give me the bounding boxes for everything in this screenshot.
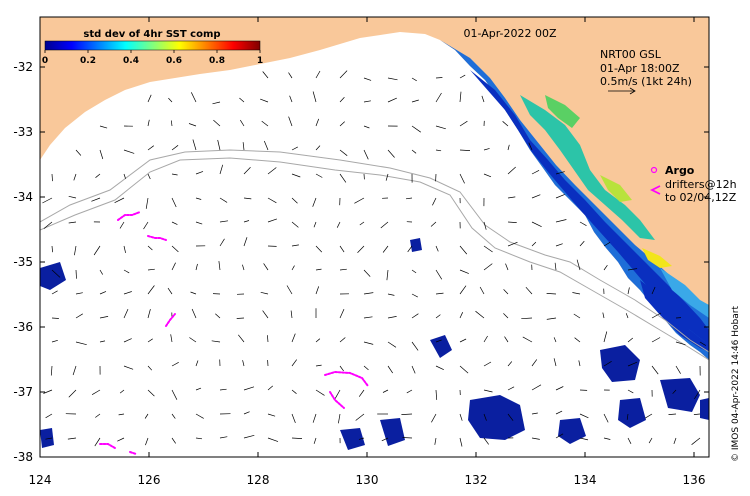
current-vectors — [42, 70, 706, 447]
info-line-2: 01-Apr 18:00Z — [600, 62, 680, 75]
info-block: NRT00 GSL 01-Apr 18:00Z 0.5m/s (1kt 24h) — [600, 48, 692, 95]
contour-200m — [40, 149, 709, 353]
info-line-1: NRT00 GSL — [600, 48, 662, 61]
legend-argo: Argo — [665, 164, 695, 177]
info-line-3: 0.5m/s (1kt 24h) — [600, 75, 692, 88]
x-tick-label: 128 — [247, 473, 270, 487]
y-tick-label: -37 — [13, 385, 33, 399]
land-mass — [40, 17, 709, 360]
date-title: 01-Apr-2022 00Z — [463, 27, 557, 40]
legend-drifters: drifters@12h — [665, 178, 737, 191]
plot-frame — [39, 16, 710, 458]
y-tick-label: -38 — [13, 450, 33, 464]
y-axis: -32 -33 -34 -35 -36 -37 -38 — [13, 60, 709, 464]
contour-2000m — [40, 157, 709, 361]
y-tick-label: -34 — [13, 190, 33, 204]
x-tick-label: 134 — [574, 473, 597, 487]
x-tick-label: 126 — [138, 473, 161, 487]
colorbar-tick-label: 1 — [257, 56, 263, 66]
colorbar: std dev of 4hr SST comp 0 0.2 0.4 0.6 0.8 1 — [42, 29, 263, 66]
colorbar-tick-label: 0.4 — [123, 56, 139, 66]
y-tick-label: -36 — [13, 320, 33, 334]
x-tick-label: 136 — [683, 473, 706, 487]
x-tick-label: 132 — [465, 473, 488, 487]
legend-drifters-to: to 02/04,12Z — [665, 191, 737, 204]
colorbar-title: std dev of 4hr SST comp — [83, 29, 220, 40]
drifter-tracks — [99, 211, 369, 455]
sst-data-field — [40, 40, 709, 450]
x-tick-label: 130 — [356, 473, 379, 487]
colorbar-tick-label: 0.2 — [80, 56, 96, 66]
legend: Argo drifters@12h to 02/04,12Z — [649, 164, 737, 204]
y-tick-label: -32 — [13, 60, 33, 74]
argo-marker-icon — [650, 166, 658, 174]
colorbar-tick-label: 0.6 — [166, 56, 182, 66]
drifter-marker-icon — [649, 185, 661, 195]
colorbar-tick-label: 0.8 — [209, 56, 225, 66]
x-tick-label: 124 — [29, 473, 52, 487]
x-axis: 124 126 128 130 132 134 136 — [29, 17, 706, 487]
scale-arrow-head-icon — [629, 87, 636, 95]
colorbar-gradient — [44, 40, 261, 51]
y-tick-label: -33 — [13, 125, 33, 139]
colorbar-tick-label: 0 — [42, 56, 48, 66]
y-tick-label: -35 — [13, 255, 33, 269]
credit-text: © IMOS 04-Apr-2022 14:46 Hobart — [731, 306, 741, 462]
